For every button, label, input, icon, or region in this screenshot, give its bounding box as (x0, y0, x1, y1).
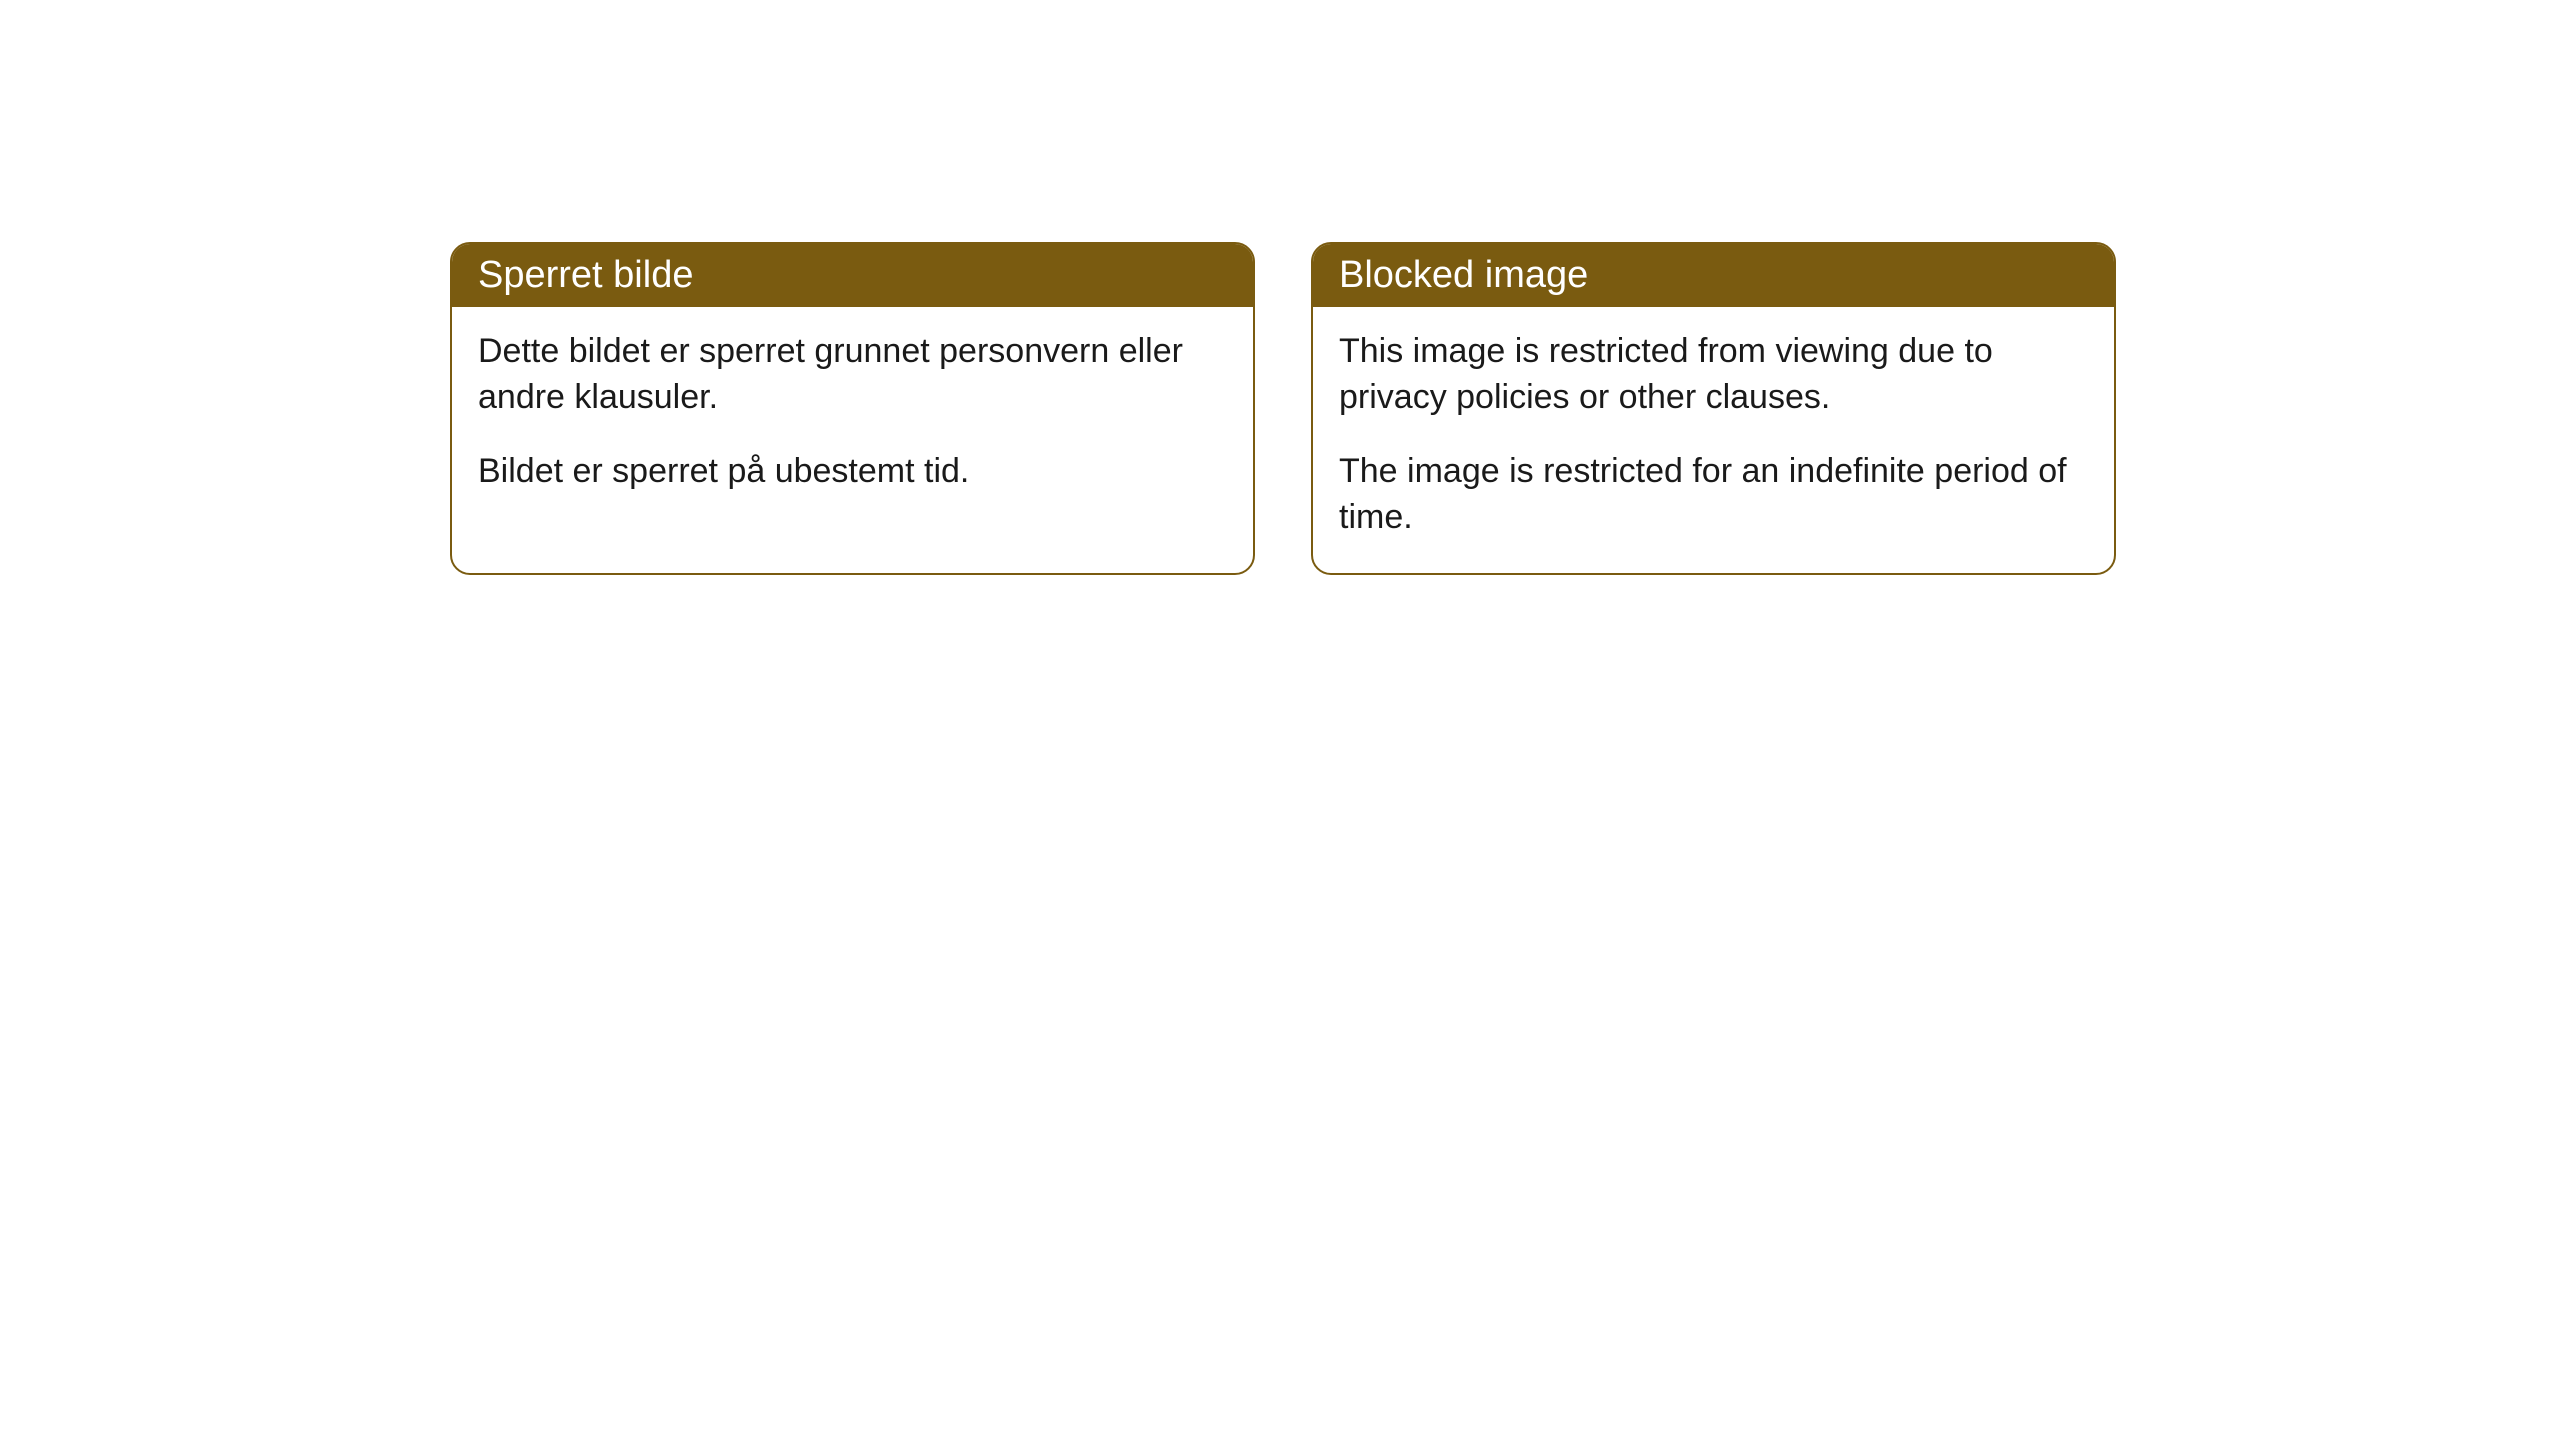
blocked-image-card-norwegian: Sperret bilde Dette bildet er sperret gr… (450, 242, 1255, 575)
card-text-line-2: The image is restricted for an indefinit… (1339, 449, 2088, 541)
card-body-norwegian: Dette bildet er sperret grunnet personve… (452, 307, 1253, 527)
card-body-english: This image is restricted from viewing du… (1313, 307, 2114, 573)
card-header-english: Blocked image (1313, 244, 2114, 307)
blocked-image-card-english: Blocked image This image is restricted f… (1311, 242, 2116, 575)
card-text-line-2: Bildet er sperret på ubestemt tid. (478, 449, 1227, 495)
card-text-line-1: This image is restricted from viewing du… (1339, 329, 2088, 421)
blocked-image-cards-container: Sperret bilde Dette bildet er sperret gr… (450, 242, 2560, 575)
card-header-norwegian: Sperret bilde (452, 244, 1253, 307)
card-text-line-1: Dette bildet er sperret grunnet personve… (478, 329, 1227, 421)
